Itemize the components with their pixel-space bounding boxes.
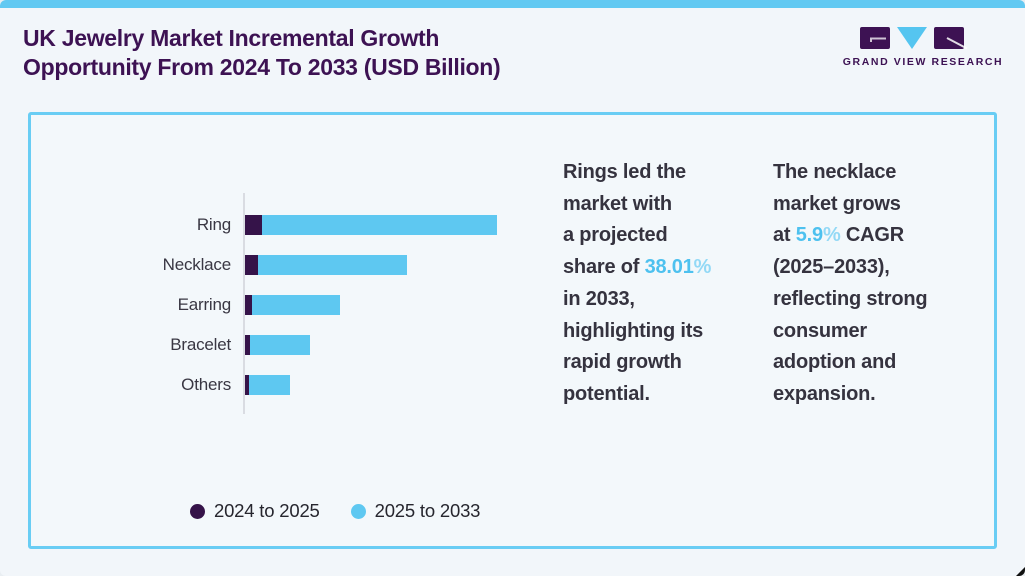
- bar-segment-2025-to-2033: [258, 255, 408, 275]
- callout-line: (2025–2033),: [773, 252, 983, 284]
- chart-legend: 2024 to 2025 2025 to 2033: [190, 500, 480, 522]
- bar-segment-2024-to-2025: [245, 295, 253, 315]
- bar-segment-2025-to-2033: [250, 335, 310, 355]
- bar-track: [245, 375, 497, 395]
- callout-text: Rings led the: [563, 161, 686, 183]
- callout-text: CAGR: [840, 224, 904, 247]
- callout-line: share of 38.01%: [563, 252, 753, 284]
- callout-line: potential.: [563, 379, 753, 411]
- bar-segment-2025-to-2033: [248, 375, 290, 395]
- callout-line: in 2033,: [563, 284, 753, 316]
- chart-axis-line: [243, 193, 245, 414]
- callout-line: reflecting strong: [773, 284, 983, 316]
- callout-line: highlighting its: [563, 316, 753, 348]
- bar-segment-2025-to-2033: [261, 215, 497, 235]
- brand-name: GRAND VIEW RESEARCH: [842, 56, 1004, 68]
- callout-line: adoption and: [773, 347, 983, 379]
- category-label: Bracelet: [170, 335, 231, 354]
- brand-logo: GRAND VIEW RESEARCH: [843, 26, 1002, 68]
- highlighted-value: 38.01: [644, 256, 694, 279]
- callout-text: rapid growth: [563, 351, 682, 374]
- chart-row-earring: Earring: [111, 285, 497, 325]
- callout-text: market with: [563, 192, 672, 215]
- bar-segment-2025-to-2033: [252, 295, 340, 315]
- category-label: Ring: [196, 215, 231, 234]
- bar-track: [245, 215, 497, 235]
- callout-text: The necklace: [773, 161, 897, 183]
- bar-chart: Ring Necklace Earring Bracelet Others: [111, 205, 497, 405]
- category-label: Necklace: [162, 255, 232, 274]
- callout-text: reflecting strong: [773, 287, 928, 310]
- callout-line: a projected: [563, 220, 753, 252]
- chart-row-necklace: Necklace: [111, 245, 497, 285]
- gvr-logo-icon: [860, 27, 968, 50]
- chart-card: Ring Necklace Earring Bracelet Others Rings …: [28, 112, 997, 549]
- callout-text: adoption and: [773, 351, 897, 374]
- bar-track: [245, 335, 497, 355]
- chart-row-ring: Ring: [111, 205, 497, 245]
- bar-segment-2024-to-2025: [245, 215, 262, 235]
- page-title: UK Jewelry Market Incremental Growth Opp…: [23, 24, 501, 82]
- callout-text: market grows: [773, 192, 901, 215]
- callout-line: consumer: [773, 316, 983, 348]
- bar-segment-2024-to-2025: [245, 375, 249, 395]
- callout-text: (2025–2033),: [773, 256, 890, 279]
- callout-line: rapid growth: [563, 347, 753, 379]
- resize-corner-mark: [1016, 567, 1025, 576]
- highlighted-value: %: [693, 256, 712, 279]
- callout-text: a projected: [563, 224, 668, 247]
- legend-dot-icon: [350, 503, 366, 519]
- legend-item-2025-to-2033: 2025 to 2033: [350, 500, 481, 522]
- category-label: Earring: [177, 295, 232, 314]
- bar-segment-2024-to-2025: [245, 255, 259, 275]
- bar-track: [245, 255, 497, 275]
- legend-label: 2024 to 2025: [214, 500, 320, 521]
- highlighted-value: %: [822, 224, 841, 247]
- legend-item-2024-to-2025: 2024 to 2025: [190, 500, 320, 522]
- callout-text: at: [773, 224, 796, 247]
- callout-text: in 2033,: [563, 287, 635, 310]
- callout-text: expansion.: [773, 382, 876, 405]
- legend-label: 2025 to 2033: [374, 500, 481, 521]
- callout-text: consumer: [773, 319, 867, 342]
- top-accent-bar: [0, 0, 1025, 8]
- callout-line: Rings led the: [563, 157, 753, 189]
- chart-row-others: Others: [111, 365, 497, 405]
- category-label: Others: [181, 375, 231, 394]
- insight-text-necklace: The necklace market grows at 5.9% CAGR (202…: [773, 157, 983, 411]
- highlighted-value: 5.9: [795, 224, 823, 247]
- page-title-line-2: Opportunity From 2024 To 2033 (USD Billi…: [23, 54, 501, 80]
- legend-dot-icon: [190, 503, 205, 519]
- callout-text: share of: [563, 256, 645, 279]
- page-title-line-1: UK Jewelry Market Incremental Growth: [23, 25, 440, 51]
- insight-text-rings: Rings led the market with a projected share…: [563, 157, 753, 411]
- callout-text: highlighting its: [563, 319, 704, 342]
- chart-row-bracelet: Bracelet: [111, 325, 497, 365]
- callout-line: market with: [563, 189, 753, 221]
- callout-text: potential.: [563, 382, 650, 405]
- callout-line: at 5.9% CAGR: [773, 220, 983, 252]
- bar-segment-2024-to-2025: [245, 335, 251, 355]
- callout-line: expansion.: [773, 379, 983, 411]
- callout-line: market grows: [773, 189, 983, 221]
- callout-line: The necklace: [773, 157, 983, 189]
- bar-track: [245, 295, 497, 315]
